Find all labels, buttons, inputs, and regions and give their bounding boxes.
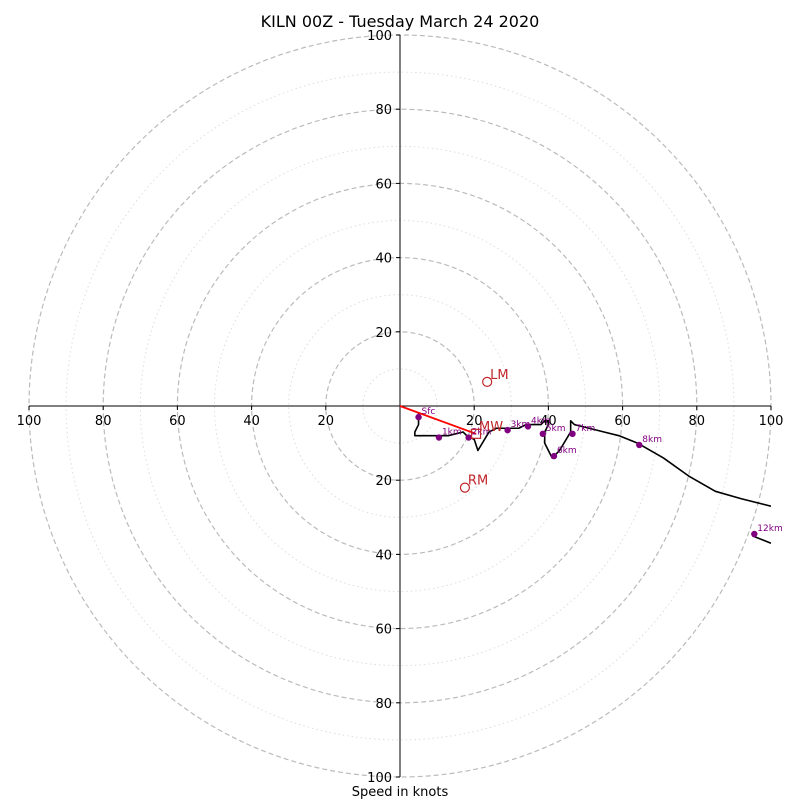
height-marker-label: 8km — [642, 435, 662, 445]
x-tick-label: 100 — [759, 414, 784, 429]
y-tick-label: 40 — [375, 252, 392, 267]
height-marker-point — [569, 430, 576, 438]
height-marker-label: Sfc — [422, 407, 436, 417]
x-tick-label: 60 — [169, 414, 186, 429]
height-marker-label: 5km — [546, 424, 566, 434]
shear-vector — [399, 405, 477, 435]
x-tick-label: 20 — [466, 414, 483, 429]
y-tick-label: 20 — [375, 474, 392, 489]
height-marker-point — [435, 434, 443, 441]
height-marker-label: 2km — [472, 428, 492, 438]
storm-motion-marker — [459, 482, 471, 493]
x-tick-label: 20 — [318, 414, 335, 429]
x-tick-label: 40 — [243, 414, 260, 429]
storm-motion-label: MW — [479, 420, 503, 435]
height-marker-point — [539, 430, 547, 438]
storm-motion-markers: LM RM MW — [459, 368, 509, 493]
y-tick-label: 80 — [375, 697, 392, 712]
height-marker-point — [636, 441, 643, 449]
y-tick-label: 40 — [375, 548, 392, 563]
y-tick-label: 100 — [367, 29, 392, 44]
hodograph-line-tail — [752, 535, 771, 545]
y-tick-label: 60 — [375, 623, 392, 638]
hodograph-line — [414, 413, 771, 507]
height-marker-point — [550, 452, 558, 460]
storm-motion-label: RM — [468, 474, 488, 489]
y-tick-label: 20 — [375, 326, 392, 341]
mean-wind-marker — [470, 428, 482, 439]
height-marker-label: 12km — [757, 524, 782, 534]
x-axis-label: Speed in knots — [352, 785, 449, 800]
height-marker-point — [415, 413, 422, 421]
y-tick-label: 100 — [367, 771, 392, 786]
height-marker-point — [524, 423, 532, 430]
height-marker-label: 6km — [557, 446, 577, 456]
hodograph-trace — [399, 405, 771, 545]
x-tick-label: 100 — [17, 414, 42, 429]
height-marker-point — [465, 434, 472, 441]
y-tick-label: 80 — [375, 103, 392, 118]
x-tick-label: 80 — [95, 414, 112, 429]
height-marker-point — [751, 530, 758, 538]
height-marker-label: 4km — [531, 416, 551, 426]
height-marker-label: 3km — [511, 420, 531, 430]
storm-motion-label: LM — [490, 368, 508, 383]
x-tick-label: 80 — [689, 414, 706, 429]
storm-motion-marker — [482, 376, 493, 387]
tick-labels: 100 80 60 40 20 20 40 60 80 100100806040202040608… — [17, 29, 784, 786]
y-tick-label: 60 — [375, 177, 392, 192]
chart-title: KILN 00Z - Tuesday March 24 2020 — [261, 12, 540, 31]
height-marker-label: 1km — [442, 428, 462, 438]
x-tick-label: 60 — [614, 414, 631, 429]
height-marker-point — [504, 426, 511, 434]
height-marker-label: 7km — [576, 424, 596, 434]
